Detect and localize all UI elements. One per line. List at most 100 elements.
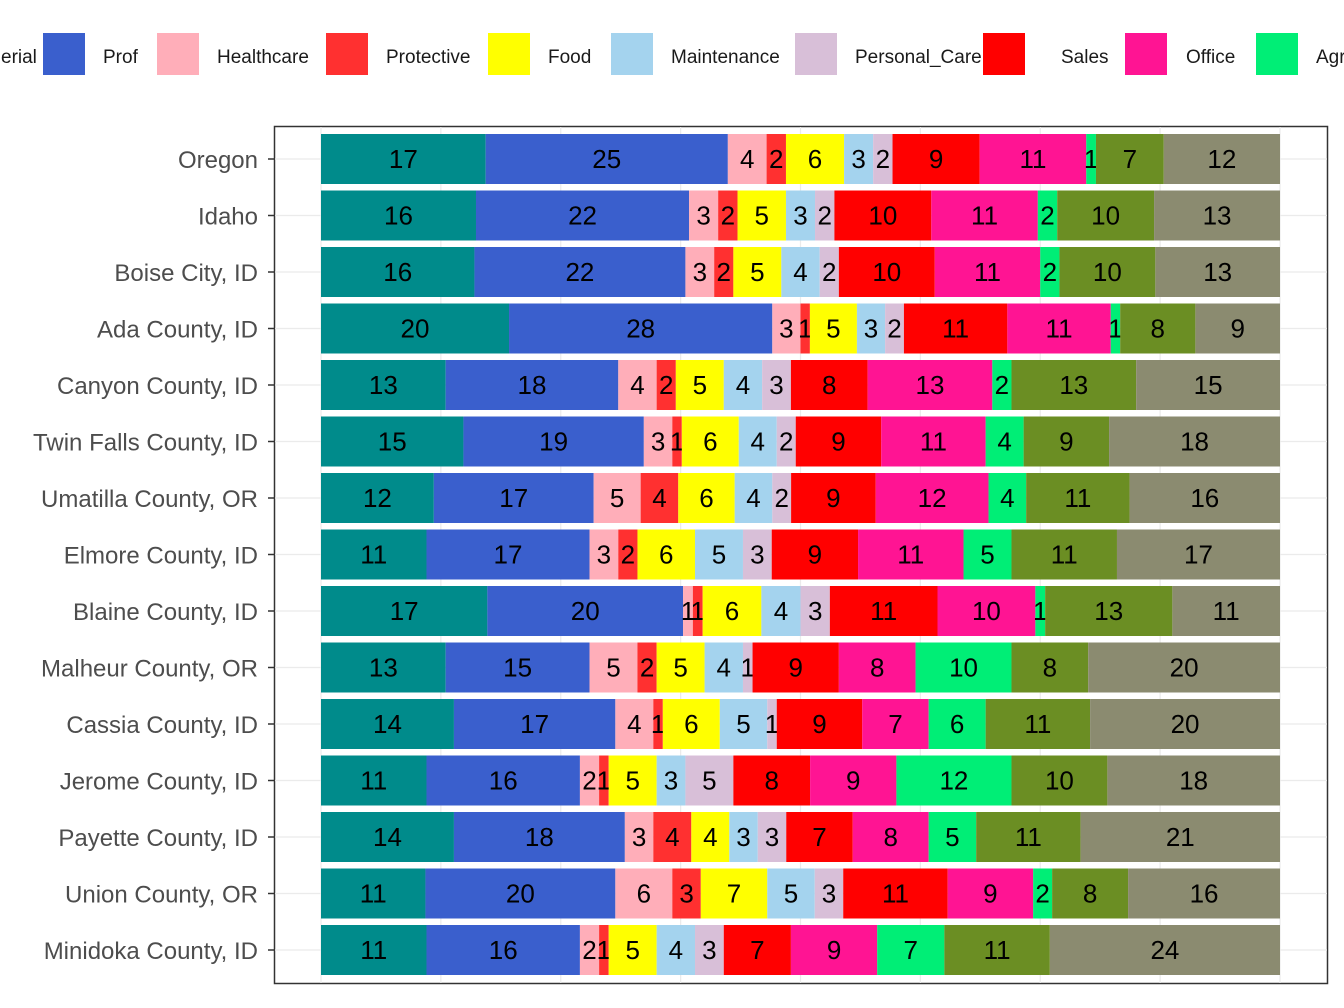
bar-value-label: 3: [750, 540, 764, 570]
bar-segment: [433, 473, 594, 523]
bar-segment: [637, 529, 696, 580]
bar-value-label: 2: [640, 653, 654, 683]
bar-value-label: 17: [499, 483, 528, 513]
bar-value-label: 5: [750, 257, 764, 287]
bar-segment: [321, 529, 427, 580]
bar-value-label: 25: [592, 144, 621, 174]
bar-value-label: 9: [929, 144, 943, 174]
bar-segment: [589, 642, 638, 693]
bar-value-label: 11: [360, 935, 387, 965]
bar-segment: [903, 303, 1008, 354]
bar-value-label: 11: [882, 879, 909, 909]
y-axis-labels: Oregon Idaho Boise City, ID Ada County, ID C…: [33, 147, 274, 965]
bar-segment: [1011, 642, 1089, 693]
bar-segment: [656, 755, 686, 806]
bar-segment: [1011, 529, 1117, 580]
bar-segment: [640, 473, 679, 523]
bar-value-label: 9: [1059, 427, 1073, 457]
bar-segment: [1023, 416, 1110, 467]
bar-value-label: 6: [699, 483, 713, 513]
bar-segment: [944, 925, 1050, 975]
bar-value-label: 2: [1040, 201, 1054, 231]
bar-value-label: 4: [717, 653, 731, 683]
bar-segment: [608, 925, 657, 975]
bar-segment: [1037, 190, 1058, 241]
bar-segment: [1090, 699, 1280, 749]
bar-value-label: 4: [627, 709, 641, 739]
bar-segment: [719, 699, 768, 749]
bar-value-label: 8: [1083, 879, 1097, 909]
bar-segment: [856, 303, 886, 354]
bar-value-label: 4: [740, 144, 754, 174]
bar-value-label: 3: [651, 427, 665, 457]
y-tick-label: Minidoka County, ID: [44, 938, 258, 965]
bar-segment: [867, 360, 993, 410]
bar-segment: [321, 473, 434, 523]
bar-value-label: 21: [1166, 822, 1195, 852]
bar-segment: [637, 642, 657, 693]
bar-segment: [599, 925, 609, 975]
bar-value-label: 5: [784, 879, 798, 909]
bar-segment: [678, 473, 735, 523]
bar-segment: [321, 303, 510, 354]
bar-segment: [656, 925, 696, 975]
legend-swatch: [1256, 33, 1298, 75]
y-tick-label: Twin Falls County, ID: [33, 430, 258, 457]
bar-segment: [976, 812, 1081, 862]
bar-value-label: 5: [673, 653, 687, 683]
bar-segment: [931, 190, 1038, 241]
bar-value-label: 2: [582, 766, 596, 796]
legend-swatch: [1125, 33, 1167, 75]
bar-value-label: 15: [1194, 370, 1223, 400]
bar-segment: [934, 247, 1041, 297]
bar-segment: [1128, 868, 1280, 919]
bar-segment: [937, 586, 1036, 636]
bar-value-label: 11: [974, 257, 1001, 287]
bar-value-label: 4: [774, 596, 788, 626]
bar-segment: [1195, 303, 1280, 354]
bar-value-label: 3: [808, 596, 822, 626]
bar-value-label: 19: [539, 427, 568, 457]
bar-segment: [1095, 134, 1164, 184]
bar-value-label: 28: [626, 314, 655, 344]
bar-value-label: 20: [506, 879, 535, 909]
bar-segment: [426, 529, 590, 580]
bar-segment: [1163, 134, 1280, 184]
bar-segment: [683, 586, 693, 636]
bar-value-label: 5: [702, 766, 716, 796]
bar-segment: [672, 868, 701, 919]
bar-segment: [752, 642, 839, 693]
bar-value-label: 2: [995, 370, 1009, 400]
bar-value-label: 2: [822, 257, 836, 287]
bar-segment: [321, 812, 454, 862]
bar-value-label: 3: [632, 822, 646, 852]
bar-value-label: 4: [630, 370, 644, 400]
y-tick-label: Payette County, ID: [58, 825, 258, 852]
bar-segment: [819, 247, 839, 297]
bar-segment: [985, 416, 1024, 467]
bar-value-label: 2: [817, 201, 831, 231]
bar-row: 11 16 2 1 5 3 5 8 9 12 10 18: [321, 755, 1280, 806]
y-tick-label: Malheur County, OR: [41, 656, 258, 683]
bar-value-label: 18: [525, 822, 554, 852]
bar-value-label: 11: [971, 201, 998, 231]
bar-segment: [1110, 303, 1121, 354]
bar-segment: [691, 812, 730, 862]
bar-value-label: 5: [693, 370, 707, 400]
bar-segment: [915, 642, 1012, 693]
bar-segment: [1011, 360, 1137, 410]
bar-segment: [790, 925, 878, 975]
bar-value-label: 9: [846, 766, 860, 796]
bar-value-label: 11: [1046, 314, 1073, 344]
bar-value-label: 4: [746, 483, 760, 513]
y-tick-label: Blaine County, ID: [73, 599, 258, 626]
bar-row: 15 19 3 1 6 4 2 9 11 4 9 18: [321, 416, 1280, 467]
bar-value-label: 22: [565, 257, 594, 287]
legend-swatch: [983, 33, 1025, 75]
bar-segment: [776, 699, 863, 749]
bar-segment: [425, 868, 616, 919]
bar-segment: [321, 642, 446, 693]
bar-value-label: 2: [876, 144, 890, 174]
bar-value-label: 2: [582, 935, 596, 965]
